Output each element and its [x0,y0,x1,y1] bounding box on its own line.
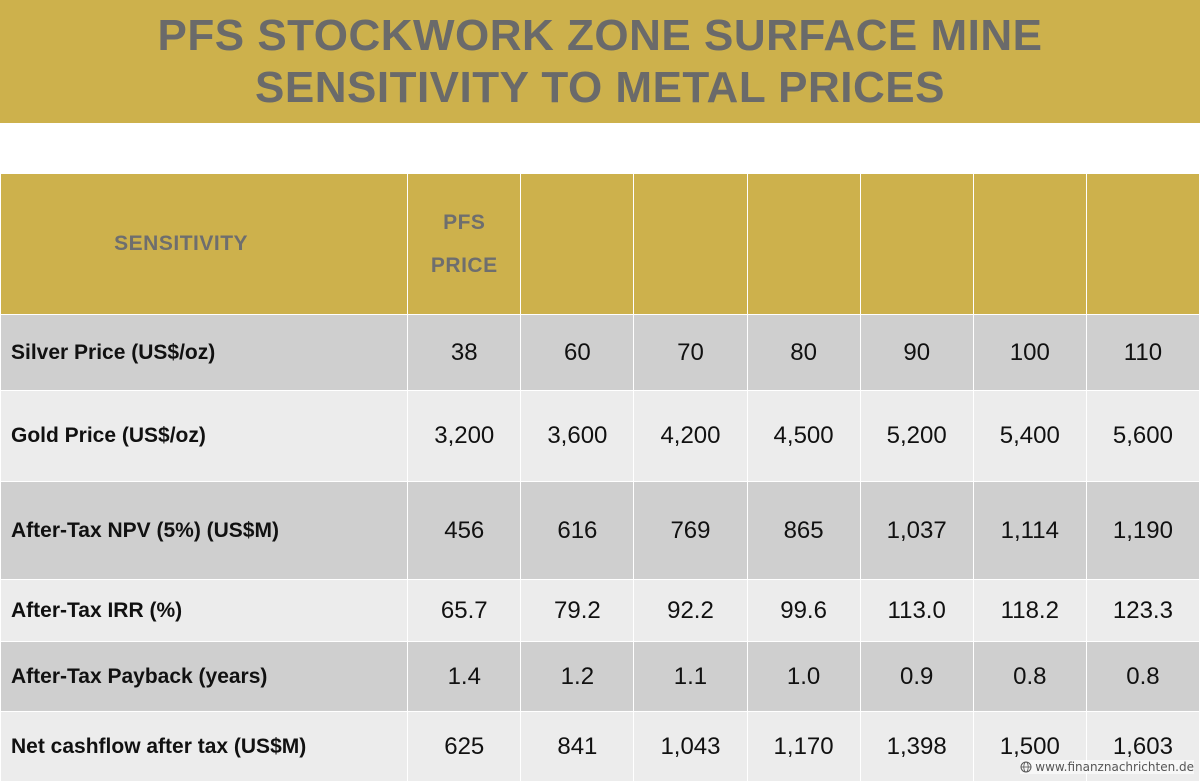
table-cell: 769 [633,481,748,580]
table-cell: 1.1 [633,641,748,712]
table-cell: 92.2 [633,579,748,642]
table-cell: 0.8 [972,641,1087,712]
table-cell: 3,600 [520,390,635,482]
row-label: After-Tax Payback (years) [0,641,409,712]
table-cell: 99.6 [746,579,861,642]
table-cell: 80 [746,314,861,391]
table-row-after-tax-payback: After-Tax Payback (years) 1.4 1.2 1.1 1.… [0,641,1200,712]
row-label: After-Tax NPV (5%) (US$M) [0,481,409,580]
table-row-silver-price: Silver Price (US$/oz) 38 60 70 80 90 100… [0,314,1200,391]
row-label: Silver Price (US$/oz) [0,314,409,391]
table-row-after-tax-npv: After-Tax NPV (5%) (US$M) 456 616 769 86… [0,481,1200,580]
table-cell: 5,600 [1085,390,1200,482]
header-empty [520,173,635,315]
table-row-gold-price: Gold Price (US$/oz) 3,200 3,600 4,200 4,… [0,390,1200,482]
table-cell: 60 [520,314,635,391]
table-cell: 4,500 [746,390,861,482]
table-row-net-cashflow: Net cashflow after tax (US$M) 625 841 1,… [0,711,1200,782]
table-cell: 616 [520,481,635,580]
table-cell: 1,190 [1085,481,1200,580]
table-cell: 3,200 [407,390,522,482]
table-cell: 1,398 [859,711,974,782]
table-cell: 1.0 [746,641,861,712]
table-cell: 90 [859,314,974,391]
table-cell: 841 [520,711,635,782]
table-cell: 70 [633,314,748,391]
header-pfs-line1: PFS [443,211,486,234]
table-row-after-tax-irr: After-Tax IRR (%) 65.7 79.2 92.2 99.6 11… [0,579,1200,642]
row-label: Net cashflow after tax (US$M) [0,711,409,782]
header-empty [746,173,861,315]
table-cell: 865 [746,481,861,580]
watermark: www.finanznachrichten.de [1020,760,1194,774]
table-cell: 5,400 [972,390,1087,482]
table-cell: 123.3 [1085,579,1200,642]
table-cell: 65.7 [407,579,522,642]
table-cell: 110 [1085,314,1200,391]
watermark-text: www.finanznachrichten.de [1035,760,1194,774]
title-band: PFS STOCKWORK ZONE SURFACE MINE SENSITIV… [0,0,1200,123]
table-cell: 625 [407,711,522,782]
table-cell: 0.8 [1085,641,1200,712]
table-cell: 1,114 [972,481,1087,580]
title-line-1: PFS STOCKWORK ZONE SURFACE MINE [157,10,1043,60]
header-pfs-line2: PRICE [430,254,498,277]
header-sensitivity: SENSITIVITY [0,173,409,315]
title-line-2: SENSITIVITY TO METAL PRICES [255,62,945,112]
table-cell: 1,170 [746,711,861,782]
table-cell: 113.0 [859,579,974,642]
header-empty [972,173,1087,315]
table-cell: 1.2 [520,641,635,712]
table-cell: 118.2 [972,579,1087,642]
globe-icon [1020,761,1032,773]
table-cell: 100 [972,314,1087,391]
header-empty [859,173,974,315]
table-header-row: SENSITIVITY PFS PRICE [0,173,1200,315]
header-pfs-price: PFS PRICE [407,173,522,315]
table-cell: 1.4 [407,641,522,712]
header-empty [1085,173,1200,315]
sensitivity-table: SENSITIVITY PFS PRICE Silver Price (US$/… [0,173,1200,782]
row-label: After-Tax IRR (%) [0,579,409,642]
table-cell: 5,200 [859,390,974,482]
table-cell: 4,200 [633,390,748,482]
table-cell: 0.9 [859,641,974,712]
table-cell: 1,037 [859,481,974,580]
table-cell: 1,043 [633,711,748,782]
header-empty [633,173,748,315]
table-cell: 456 [407,481,522,580]
table-cell: 38 [407,314,522,391]
row-label: Gold Price (US$/oz) [0,390,409,482]
table-cell: 79.2 [520,579,635,642]
